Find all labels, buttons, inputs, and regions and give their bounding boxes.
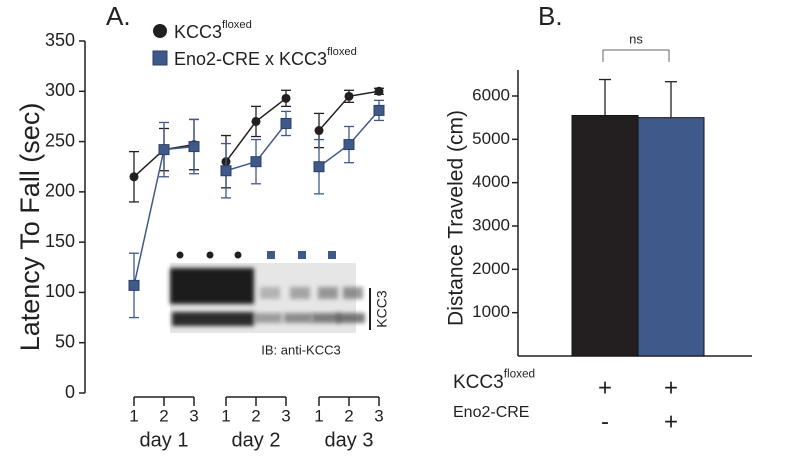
- y-axis-label: Distance Traveled (cm): [445, 110, 468, 326]
- legend-marker: [152, 50, 168, 66]
- x-tick-label: 1: [129, 406, 138, 425]
- legend-label: Eno2-CRE x KCC3floxed: [174, 46, 357, 69]
- x-tick-label: 2: [251, 406, 260, 425]
- row-label: KCC3floxed: [453, 368, 535, 393]
- data-point: [280, 117, 292, 129]
- blot-band: [343, 287, 363, 299]
- data-point: [158, 144, 170, 156]
- panel-label: B.: [538, 1, 563, 31]
- y-tick-label: 0: [65, 382, 75, 402]
- y-tick-label: 5000: [472, 129, 510, 148]
- panel-label: A.: [106, 1, 131, 31]
- x-group-label: day 2: [232, 429, 281, 451]
- lane-marker: [234, 251, 242, 259]
- y-tick-label: 250: [45, 130, 75, 150]
- y-tick-label: 150: [45, 231, 75, 251]
- data-point: [251, 116, 261, 126]
- y-tick-label: 200: [45, 181, 75, 201]
- blot-band: [254, 313, 282, 323]
- error-bar: [665, 81, 677, 118]
- data-point: [373, 104, 385, 116]
- legend-label-main: Eno2-CRE x KCC3: [174, 49, 327, 69]
- y-tick-label: 100: [45, 281, 75, 301]
- blot-band: [284, 313, 312, 323]
- bar: [571, 115, 639, 357]
- y-tick-label: 350: [45, 30, 75, 50]
- y-tick-label: 2000: [472, 259, 510, 278]
- row-cell: +: [664, 374, 678, 401]
- row-label-main: Eno2-CRE: [453, 404, 529, 421]
- y-tick-label: 6000: [472, 85, 510, 104]
- x-tick-label: 1: [221, 406, 230, 425]
- data-point: [344, 91, 354, 101]
- data-point: [128, 279, 140, 291]
- data-point: [281, 93, 291, 103]
- data-point: [374, 86, 384, 96]
- blot-band: [170, 268, 254, 304]
- row-cell: +: [664, 408, 678, 435]
- y-tick-label: 50: [55, 331, 75, 351]
- data-point: [313, 161, 325, 173]
- row-label-superscript: floxed: [504, 368, 535, 381]
- significance-label: ns: [629, 31, 643, 46]
- data-point: [129, 172, 139, 182]
- data-point: [220, 165, 232, 177]
- inset-caption: IB: anti-KCC3: [261, 342, 340, 357]
- legend-label-main: KCC3: [174, 22, 222, 42]
- blot-band: [290, 287, 310, 299]
- legend-label-superscript: floxed: [222, 19, 252, 31]
- blot-band: [337, 313, 365, 323]
- error-bar: [599, 78, 611, 116]
- legend-marker: [153, 24, 167, 38]
- row-label-main: KCC3: [453, 372, 504, 393]
- blot-band: [312, 313, 340, 323]
- blot-band: [260, 287, 280, 299]
- x-group-label: day 1: [140, 429, 189, 451]
- lane-marker: [328, 251, 336, 259]
- row-cell: -: [601, 408, 609, 435]
- lane-marker: [206, 251, 214, 259]
- data-point: [343, 139, 355, 151]
- y-tick-label: 3000: [472, 215, 510, 234]
- data-point: [314, 126, 324, 136]
- row-cell: +: [598, 374, 612, 401]
- x-tick-label: 3: [189, 406, 198, 425]
- x-group-label: day 3: [325, 429, 374, 451]
- data-point: [188, 141, 200, 153]
- row-label: Eno2-CRE: [453, 404, 529, 421]
- y-axis-label: Latency To Fall (sec): [15, 103, 45, 352]
- y-tick-label: 4000: [472, 172, 510, 191]
- x-tick-label: 3: [374, 406, 383, 425]
- y-tick-label: 1000: [472, 302, 510, 321]
- lane-marker: [298, 251, 306, 259]
- x-tick-label: 1: [314, 406, 323, 425]
- blot-band: [172, 312, 254, 326]
- significance-bracket: [602, 49, 670, 62]
- legend-label-superscript: floxed: [327, 46, 357, 58]
- legend-label: KCC3floxed: [174, 19, 252, 42]
- lane-marker: [176, 251, 184, 259]
- bar: [637, 117, 705, 357]
- blot-band: [318, 287, 338, 299]
- data-point: [250, 156, 262, 168]
- x-tick-label: 2: [159, 406, 168, 425]
- inset-blot: [170, 251, 365, 333]
- y-tick-label: 300: [45, 80, 75, 100]
- x-tick-label: 2: [344, 406, 353, 425]
- inset-band-label: KCC3: [374, 290, 390, 328]
- x-tick-label: 3: [281, 406, 290, 425]
- lane-marker: [267, 251, 275, 259]
